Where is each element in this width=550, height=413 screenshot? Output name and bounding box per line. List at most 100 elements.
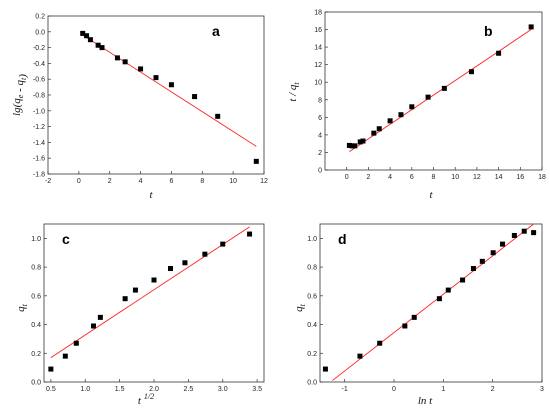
panel-label-d: d <box>338 231 347 247</box>
y-tick-label-b: 14 <box>314 45 322 52</box>
data-point-c <box>182 260 188 266</box>
x-tick-label-c: 1.0 <box>80 386 90 393</box>
y-axis-label-a-text: lg(qe - qt) <box>11 74 29 116</box>
x-tick-label-a: 6 <box>169 178 173 185</box>
data-point-d <box>460 277 466 283</box>
panel-label-b: b <box>484 23 493 39</box>
y-tick-label-d: 0.0 <box>307 380 317 387</box>
data-point-c <box>62 353 68 359</box>
data-point-d <box>531 230 537 236</box>
data-point-b <box>441 85 447 91</box>
data-point-d <box>411 314 417 320</box>
x-tick-label-b: 0 <box>345 174 349 181</box>
data-point-a <box>84 33 90 39</box>
x-tick-label-d: -1 <box>342 386 348 393</box>
x-tick-label-c: 2.0 <box>149 386 159 393</box>
data-point-d <box>500 241 506 247</box>
y-tick-label-b: 18 <box>314 10 322 17</box>
y-axis-label-c: qt <box>15 303 29 312</box>
data-point-c <box>48 366 54 372</box>
data-point-d <box>445 287 451 293</box>
y-tick-label-a: -0.2 <box>33 45 45 52</box>
data-point-a <box>80 30 86 36</box>
x-tick-label-c: 2.5 <box>184 386 194 393</box>
y-tick-label-c: 0.2 <box>31 351 41 358</box>
x-tick-label-b: 14 <box>495 174 503 181</box>
x-tick-label-a: 0 <box>77 178 81 185</box>
data-point-b <box>409 104 415 110</box>
data-point-b <box>496 50 502 56</box>
data-point-a <box>122 59 128 65</box>
y-tick-label-d: 1.0 <box>307 236 317 243</box>
data-point-b <box>357 139 363 145</box>
y-tick-label-d: 0.6 <box>307 293 317 300</box>
plot-frame-d <box>319 223 543 383</box>
data-point-d <box>470 266 476 272</box>
data-point-a <box>192 94 198 100</box>
panel-a: a t lg(qe - qt) -2 0 2 4 6 8 10 12 0.2 0.0 -0.2 -0.… <box>11 14 268 202</box>
y-tick-label-c: 1.0 <box>31 236 41 243</box>
data-point-c <box>247 231 253 237</box>
x-tick-label-a: 12 <box>260 178 268 185</box>
y-tick-label-a: -0.8 <box>33 93 45 100</box>
y-tick-label-a: 0.0 <box>35 29 45 36</box>
y-tick-label-b: 6 <box>318 115 322 122</box>
x-axis-label-c-text: t <box>138 395 142 407</box>
y-tick-label-b: 12 <box>314 62 322 69</box>
y-tick-label-a: 0.2 <box>35 14 45 21</box>
data-point-a <box>215 113 221 119</box>
fit-line-d <box>332 223 534 381</box>
data-point-c <box>73 340 79 346</box>
data-point-a <box>253 158 259 164</box>
panel-label-c: c <box>62 231 70 247</box>
fit-line-a <box>82 34 257 147</box>
data-point-b <box>360 138 366 144</box>
y-tick-label-a: -1.4 <box>33 140 45 147</box>
y-tick-label-c: 0.8 <box>31 265 41 272</box>
y-tick-label-c: 0.0 <box>31 380 41 387</box>
x-tick-label-b: 10 <box>451 174 459 181</box>
x-tick-label-b: 8 <box>432 174 436 181</box>
x-axis-label-c: t 1/2 <box>138 392 154 407</box>
fit-line-c <box>50 226 250 358</box>
data-point-c <box>122 296 128 302</box>
data-point-b <box>349 143 355 149</box>
y-tick-label-d: 0.2 <box>307 351 317 358</box>
x-tick-label-a: 8 <box>200 178 204 185</box>
data-point-b <box>528 24 534 30</box>
data-point-c <box>91 323 96 329</box>
y-tick-label-a: -1.8 <box>33 172 45 179</box>
x-tick-label-a: 2 <box>108 178 112 185</box>
y-tick-label-a: -0.6 <box>33 77 45 84</box>
x-tick-label-c: 0.5 <box>46 386 56 393</box>
x-tick-label-b: 12 <box>473 174 481 181</box>
y-tick-label-a: -0.4 <box>33 61 45 68</box>
data-point-d <box>490 250 496 256</box>
data-point-d <box>511 232 517 238</box>
y-tick-label-b: 0 <box>318 168 322 175</box>
data-point-c <box>151 277 157 283</box>
x-tick-label-a: -2 <box>45 178 51 185</box>
y-axis-label-d: qt <box>293 303 307 312</box>
x-tick-label-d: 2 <box>491 386 495 393</box>
x-tick-label-d: 1 <box>441 386 445 393</box>
x-tick-label-c: 3.5 <box>252 386 262 393</box>
x-tick-label-a: 4 <box>139 178 143 185</box>
data-point-b <box>371 130 377 136</box>
x-tick-label-d: 3 <box>540 386 544 393</box>
panel-c: c t 1/2 qt 0.5 1.0 1.5 2.0 2.5 3.0 3.5 0.0 0.2 0.4… <box>15 223 265 407</box>
data-point-d <box>402 323 408 329</box>
plot-frame-a <box>47 15 265 175</box>
data-point-a <box>95 42 101 48</box>
data-point-d <box>479 258 485 264</box>
y-tick-label-b: 16 <box>314 27 322 34</box>
y-tick-label-a: -1.2 <box>33 124 45 131</box>
data-point-d <box>521 228 527 234</box>
data-point-b <box>425 94 431 100</box>
x-tick-label-c: 1.5 <box>115 386 125 393</box>
data-point-d <box>377 340 383 346</box>
data-point-b <box>398 112 404 118</box>
plot-frame-c <box>43 223 265 383</box>
data-point-a <box>138 66 144 72</box>
y-tick-label-a: -1.6 <box>33 156 45 163</box>
